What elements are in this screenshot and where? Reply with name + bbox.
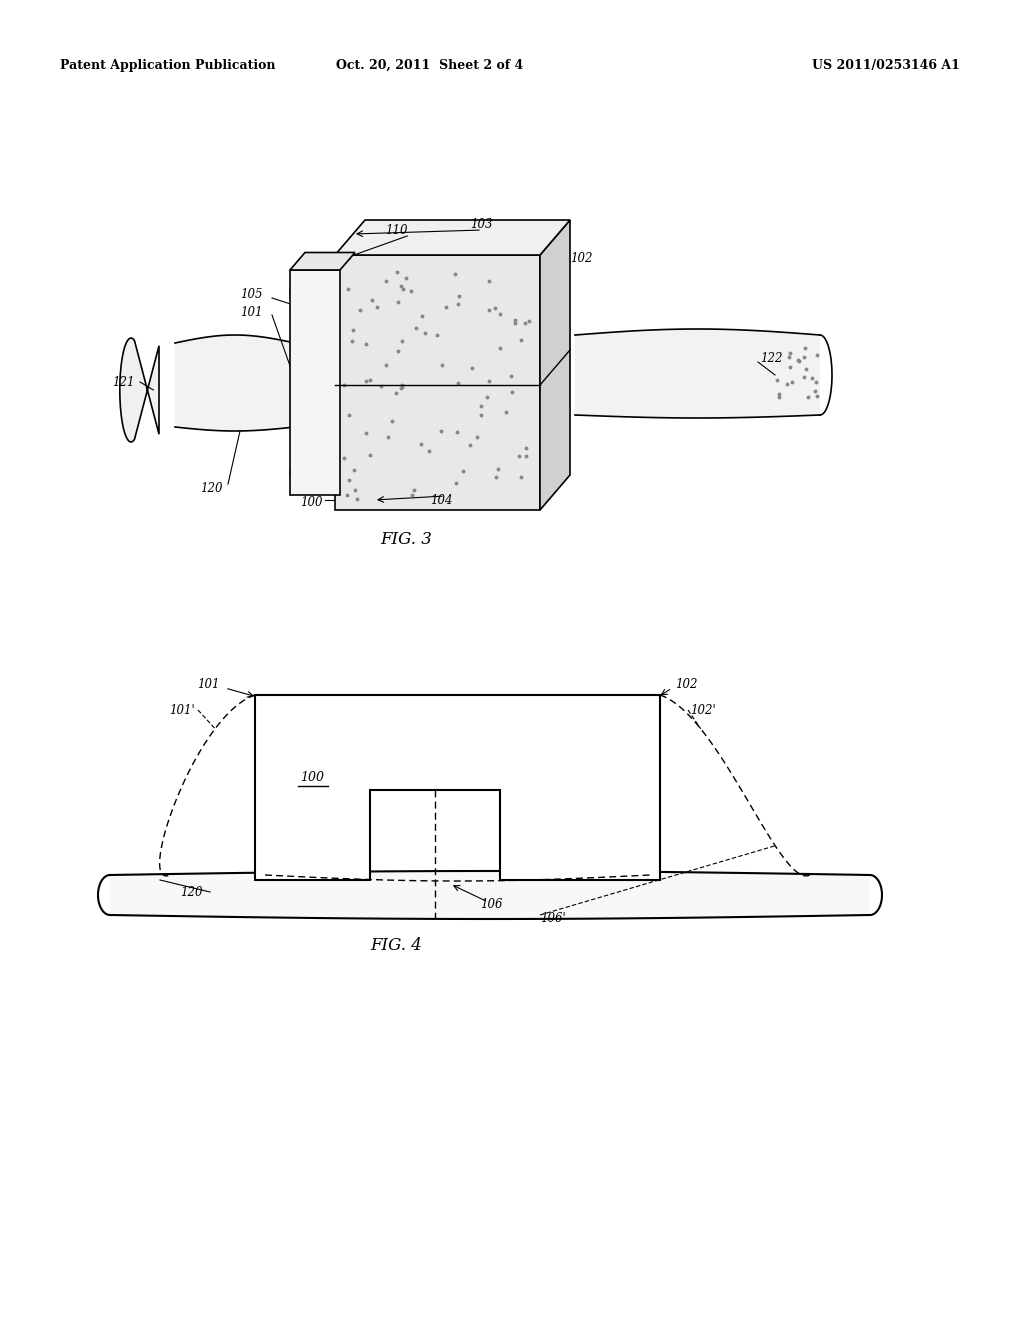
- Polygon shape: [110, 871, 870, 919]
- Polygon shape: [290, 271, 340, 495]
- Text: 120: 120: [200, 482, 222, 495]
- Text: 105: 105: [240, 289, 262, 301]
- Polygon shape: [540, 220, 570, 510]
- Polygon shape: [175, 335, 295, 432]
- Text: 100: 100: [300, 496, 323, 510]
- Polygon shape: [575, 329, 820, 418]
- Polygon shape: [120, 338, 159, 442]
- Text: 122: 122: [760, 351, 782, 364]
- Text: 102: 102: [675, 678, 697, 692]
- Text: 100: 100: [300, 771, 325, 784]
- Text: 106: 106: [480, 899, 503, 912]
- Text: 101': 101': [169, 704, 195, 717]
- Text: 102': 102': [690, 704, 716, 717]
- Text: Patent Application Publication: Patent Application Publication: [60, 58, 275, 71]
- Polygon shape: [255, 696, 660, 880]
- Text: 106': 106': [540, 912, 565, 924]
- Text: 102: 102: [570, 252, 593, 264]
- Text: 121: 121: [112, 375, 134, 388]
- Polygon shape: [335, 220, 570, 255]
- Text: 101: 101: [198, 678, 220, 692]
- Text: Oct. 20, 2011  Sheet 2 of 4: Oct. 20, 2011 Sheet 2 of 4: [336, 58, 523, 71]
- Text: 103: 103: [470, 219, 493, 231]
- Text: 110: 110: [385, 223, 408, 236]
- Polygon shape: [290, 252, 355, 271]
- Polygon shape: [335, 255, 540, 510]
- Text: 101: 101: [240, 305, 262, 318]
- Text: 120: 120: [180, 886, 203, 899]
- Text: 104: 104: [430, 494, 453, 507]
- Text: US 2011/0253146 A1: US 2011/0253146 A1: [812, 58, 961, 71]
- Text: FIG. 3: FIG. 3: [380, 532, 432, 549]
- Text: FIG. 4: FIG. 4: [370, 936, 422, 953]
